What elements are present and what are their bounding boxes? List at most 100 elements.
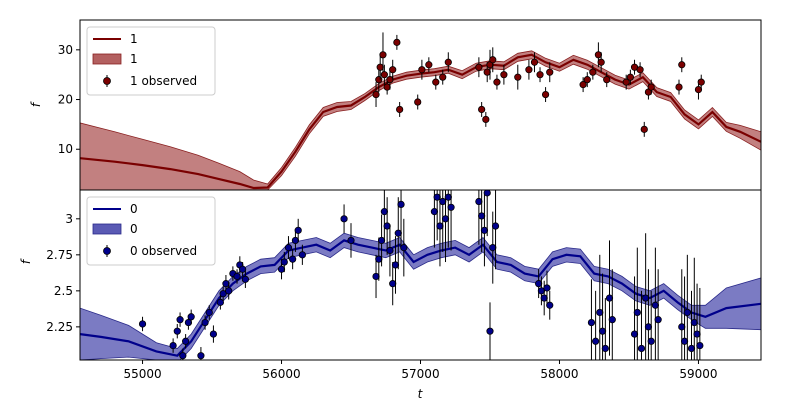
bottom-observation-point: [225, 282, 233, 300]
top-observation-point: [697, 74, 705, 90]
top-observation-marker: [396, 105, 404, 114]
top-observation-marker: [541, 90, 550, 99]
top-observation-marker: [383, 83, 391, 91]
bottom-observation-point: [678, 269, 686, 360]
top-observation-marker: [514, 73, 522, 81]
bottom-observation-marker: [182, 337, 190, 345]
bottom-observation-marker: [289, 255, 297, 263]
top-model-line: [80, 53, 761, 190]
bottom-observation-marker: [233, 272, 241, 281]
bottom-observation-point: [294, 218, 302, 242]
bottom-observation-point: [696, 287, 704, 360]
top-observation-marker: [697, 78, 705, 86]
bottom-observation-point: [687, 290, 696, 360]
bottom-observation-marker: [430, 208, 438, 216]
top-observation-point: [475, 57, 483, 78]
bottom-x-axis-label: t: [418, 387, 424, 400]
top-observation-point: [530, 52, 539, 73]
top-observation-marker: [525, 66, 533, 74]
top-observation-point: [444, 52, 452, 73]
bottom-legend-band-swatch: [92, 223, 122, 235]
top-observation-marker: [536, 71, 544, 79]
bottom-observation-marker: [291, 236, 300, 245]
bottom-observation-marker: [298, 251, 306, 259]
top-observation-marker: [603, 76, 611, 84]
bottom-observation-point: [651, 247, 659, 360]
bottom-observation-point: [537, 276, 546, 306]
bottom-observation-marker: [219, 290, 227, 298]
bottom-observation-point: [197, 347, 205, 360]
top-observation-point: [482, 111, 490, 127]
bottom-observation-point: [201, 315, 209, 330]
top-observation-marker: [594, 51, 602, 59]
top-observation-point: [425, 57, 433, 73]
bottom-y-tick-label: 2.75: [46, 248, 73, 262]
bottom-legend-box: [86, 196, 216, 266]
bottom-observation-point: [340, 204, 348, 234]
bottom-observation-marker: [347, 236, 355, 245]
bottom-observation-marker: [439, 197, 447, 206]
top-observation-marker: [597, 58, 605, 66]
bottom-observation-point: [239, 262, 247, 277]
top-observation-marker: [675, 83, 683, 91]
bottom-observation-marker: [592, 337, 600, 345]
bottom-observation-marker: [605, 294, 614, 302]
bottom-axis-ticks: 2.25 2.5 2.75 3 55000 56000 57000 58000 59000: [46, 212, 717, 381]
top-observation-point: [636, 62, 644, 78]
bottom-observation-marker: [209, 330, 218, 338]
top-observation-marker: [444, 58, 452, 66]
top-observation-marker: [393, 38, 401, 46]
top-observation-marker: [414, 98, 422, 106]
top-y-tick-label: 30: [58, 43, 73, 57]
top-panel: 10 20 30 f 1 1 1 observed: [29, 19, 762, 191]
bottom-axes-frame: [79, 189, 762, 361]
bottom-legend: 0 0 0 observed: [86, 196, 216, 266]
bottom-observation-marker: [630, 330, 639, 338]
bottom-observation-marker: [601, 344, 609, 353]
bottom-observation-point: [430, 190, 438, 248]
bottom-observation-marker: [386, 246, 394, 255]
bottom-observation-point: [386, 224, 394, 277]
top-observation-marker: [622, 78, 630, 86]
bottom-observation-marker: [225, 287, 233, 295]
bottom-observation-marker: [294, 226, 302, 234]
bottom-observation-marker: [222, 280, 230, 288]
bottom-observation-marker: [394, 229, 402, 237]
bottom-y-axis-label: f: [19, 258, 33, 264]
bottom-observation-point: [605, 240, 614, 356]
top-observation-marker: [375, 76, 383, 84]
bottom-observation-point: [375, 237, 383, 281]
bottom-observation-point: [289, 249, 297, 270]
top-observation-marker: [386, 76, 394, 84]
bottom-observation-point: [233, 269, 241, 284]
top-observation-point: [640, 121, 648, 137]
bottom-observation-point: [173, 323, 181, 339]
bottom-observation-marker: [543, 284, 551, 292]
bottom-plot-area: [80, 190, 761, 360]
bottom-observation-point: [372, 254, 380, 299]
bottom-observation-marker: [680, 337, 689, 345]
bottom-observation-marker: [340, 215, 348, 223]
bottom-observation-marker: [383, 222, 391, 230]
bottom-observation-marker: [400, 244, 408, 252]
bottom-observation-point: [637, 290, 646, 360]
top-observation-marker: [493, 78, 501, 86]
bottom-observation-point: [680, 276, 689, 360]
top-observation-point: [626, 69, 634, 85]
top-observation-marker: [418, 66, 426, 74]
bottom-observation-point: [187, 309, 195, 324]
bottom-observation-point: [216, 295, 224, 310]
top-observation-point: [589, 64, 597, 80]
bottom-observation-point: [598, 273, 607, 360]
bottom-observation-marker: [391, 261, 400, 269]
bottom-uncertainty-band: [80, 232, 761, 360]
bottom-observation-point: [436, 190, 444, 267]
top-y-tick-label: 20: [58, 93, 73, 107]
bottom-observation-point: [654, 269, 662, 360]
bottom-observation-marker: [205, 308, 213, 317]
bottom-legend-label-band: 0: [130, 222, 138, 236]
bottom-observation-marker: [441, 215, 450, 223]
top-observation-marker: [432, 78, 440, 86]
bottom-observation-marker: [380, 208, 388, 216]
bottom-legend-label-observed: 0 observed: [130, 244, 197, 258]
